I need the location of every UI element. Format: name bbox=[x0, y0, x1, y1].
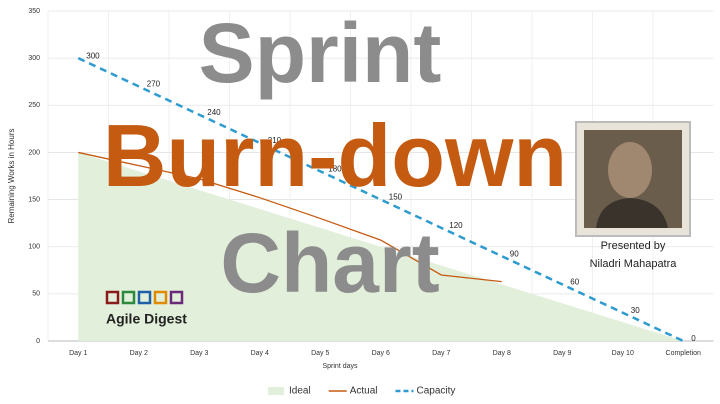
photo-face bbox=[608, 142, 652, 198]
presenter-name: Niladri Mahapatra bbox=[590, 258, 678, 270]
overlay: Sprint Burn-down Chart Presented by Nila… bbox=[103, 6, 691, 327]
y-tick-label: 300 bbox=[28, 55, 40, 62]
x-tick-label: Day 6 bbox=[372, 350, 390, 357]
data-label: 60 bbox=[570, 278, 579, 287]
x-tick-label: Day 3 bbox=[190, 350, 208, 357]
x-tick-label: Completion bbox=[666, 350, 702, 357]
x-tick-label: Day 5 bbox=[311, 350, 329, 357]
data-label: 90 bbox=[510, 249, 519, 258]
y-tick-label: 350 bbox=[28, 8, 40, 15]
x-tick-label: Day 10 bbox=[612, 350, 634, 357]
data-label: 0 bbox=[691, 334, 696, 343]
y-tick-label: 200 bbox=[28, 149, 40, 156]
data-label: 150 bbox=[389, 193, 403, 202]
data-label: 300 bbox=[86, 51, 100, 60]
x-tick-label: Day 4 bbox=[251, 350, 269, 357]
y-tick-label: 50 bbox=[32, 291, 40, 298]
data-label: 180 bbox=[328, 164, 342, 173]
data-label: 120 bbox=[449, 221, 463, 230]
legend-label: Capacity bbox=[416, 386, 455, 397]
x-axis-label: Sprint days bbox=[322, 363, 358, 370]
legend-label: Actual bbox=[350, 386, 378, 397]
area bbox=[78, 152, 684, 341]
y-axis-label: Remaining Works in Hours bbox=[7, 129, 16, 224]
x-tick-label: Day 1 bbox=[69, 350, 87, 357]
y-tick-label: 150 bbox=[28, 196, 40, 203]
line bbox=[77, 57, 684, 343]
y-tick-label: 250 bbox=[28, 102, 40, 109]
logo-square bbox=[169, 290, 184, 305]
logo-icons bbox=[105, 290, 184, 305]
photo-body bbox=[596, 198, 668, 228]
x-tick-label: Day 9 bbox=[553, 350, 571, 357]
logo-text: Agile Digest bbox=[106, 311, 187, 327]
data-label: 30 bbox=[631, 306, 640, 315]
legend-label: Ideal bbox=[289, 386, 311, 397]
legend-swatch bbox=[268, 387, 284, 395]
x-tick-label: Day 8 bbox=[493, 350, 511, 357]
y-tick-label: 100 bbox=[28, 244, 40, 251]
logo-square bbox=[121, 290, 136, 305]
line bbox=[78, 151, 502, 283]
title-line: Sprint bbox=[199, 6, 442, 100]
data-label: 240 bbox=[207, 108, 221, 117]
data-label: 270 bbox=[147, 80, 161, 89]
title-line: Burn-down bbox=[103, 106, 567, 205]
data-label: 210 bbox=[268, 136, 282, 145]
logo-square bbox=[153, 290, 168, 305]
x-tick-label: Day 7 bbox=[432, 350, 450, 357]
x-tick-label: Day 2 bbox=[130, 350, 148, 357]
title-line: Chart bbox=[220, 216, 439, 310]
logo-square bbox=[105, 290, 120, 305]
presenter-caption: Presented by bbox=[601, 240, 666, 252]
y-tick-label: 0 bbox=[36, 338, 40, 345]
logo-square bbox=[137, 290, 152, 305]
